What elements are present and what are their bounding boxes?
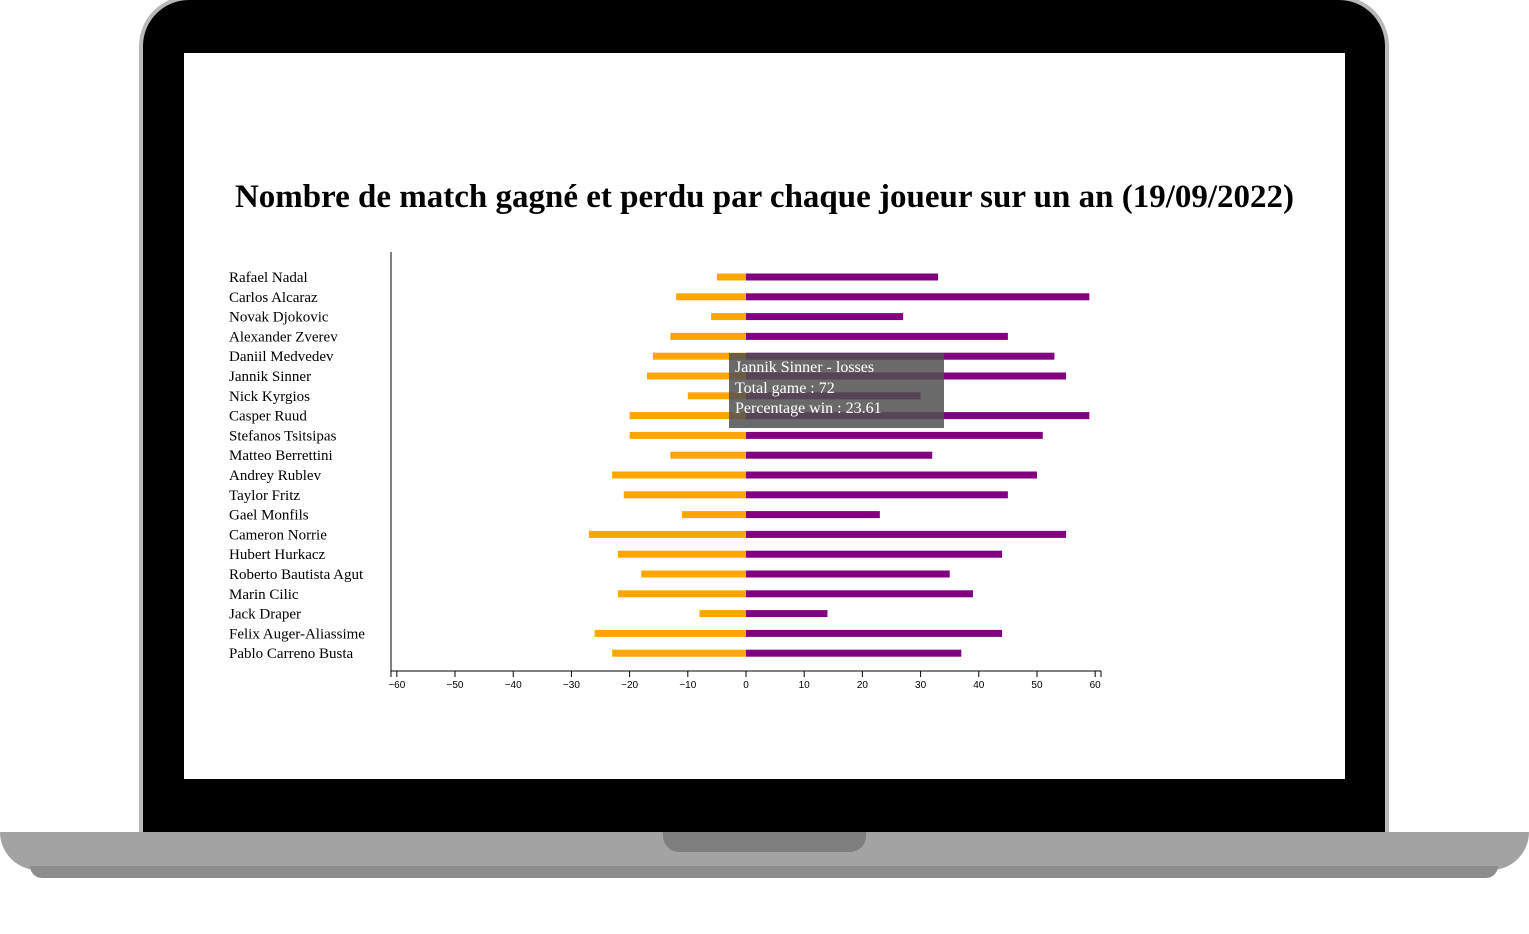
category-label: Matteo Berrettini bbox=[229, 448, 333, 464]
bar-wins bbox=[746, 550, 1003, 558]
bar-losses bbox=[670, 332, 746, 340]
x-tick-label: 30 bbox=[915, 680, 927, 691]
bar-wins bbox=[746, 590, 973, 598]
category-label: Daniil Medvedev bbox=[229, 349, 334, 365]
x-tick-label: 50 bbox=[1031, 680, 1043, 691]
tooltip-line-total: Total game : 72 bbox=[735, 379, 835, 397]
bar-losses bbox=[594, 629, 746, 637]
category-label: Novak Djokovic bbox=[229, 310, 329, 326]
bar-wins bbox=[746, 332, 1008, 340]
bar-wins bbox=[746, 649, 962, 657]
bar-wins bbox=[746, 570, 950, 578]
bar-losses bbox=[617, 550, 746, 558]
bar-wins bbox=[746, 629, 1003, 637]
bar-losses bbox=[681, 511, 746, 519]
bar-losses bbox=[652, 352, 746, 360]
laptop-base-shadow bbox=[30, 866, 1498, 878]
category-label: Nick Kyrgios bbox=[229, 389, 310, 405]
bar-chart: Rafael Nadal Carlos Alcaraz Novak Djokovic… bbox=[229, 252, 1102, 691]
x-tick-label: 40 bbox=[973, 680, 985, 691]
tooltip-line-title: Jannik Sinner - losses bbox=[735, 359, 875, 376]
x-tick-label: −20 bbox=[621, 680, 638, 691]
bar-losses bbox=[676, 293, 746, 301]
bar-wins bbox=[746, 471, 1037, 479]
bar-wins bbox=[746, 313, 904, 321]
category-label: Gael Monfils bbox=[229, 508, 309, 524]
bar-losses bbox=[612, 471, 746, 479]
category-label: Roberto Bautista Agut bbox=[229, 567, 364, 583]
x-tick-label: 20 bbox=[857, 680, 869, 691]
bar-losses bbox=[687, 392, 746, 400]
chart-title: Nombre de match gagné et perdu par chaqu… bbox=[234, 179, 1295, 215]
bar-losses bbox=[670, 451, 746, 459]
category-label: Taylor Fritz bbox=[229, 488, 300, 504]
bar-losses bbox=[647, 372, 746, 380]
bar-wins bbox=[746, 431, 1043, 439]
bar-wins bbox=[746, 451, 933, 459]
bar-losses bbox=[629, 412, 746, 420]
x-tick-label: 10 bbox=[799, 680, 811, 691]
laptop-screen: Nombre de match gagné et perdu par chaqu… bbox=[184, 53, 1345, 779]
category-label: Stefanos Tsitsipas bbox=[229, 428, 337, 444]
laptop-notch bbox=[663, 832, 866, 852]
bar-wins bbox=[746, 293, 1090, 301]
tooltip-line-percentage: Percentage win : 23.61 bbox=[735, 400, 882, 417]
category-label: Jannik Sinner bbox=[229, 369, 311, 385]
x-tick-label: 60 bbox=[1090, 680, 1102, 691]
category-label: Pablo Carreno Busta bbox=[229, 646, 353, 662]
bar-losses bbox=[716, 273, 746, 281]
category-label: Marin Cilic bbox=[229, 587, 299, 603]
x-tick-label: 0 bbox=[743, 680, 749, 691]
bar-wins bbox=[746, 511, 880, 519]
category-label: Alexander Zverev bbox=[229, 329, 338, 345]
x-tick-label: −10 bbox=[679, 680, 696, 691]
bar-losses bbox=[612, 649, 746, 657]
bar-wins bbox=[746, 273, 939, 281]
x-tick-label: −50 bbox=[447, 680, 464, 691]
bar-wins bbox=[746, 530, 1067, 538]
bar-losses bbox=[623, 491, 746, 499]
category-label: Casper Ruud bbox=[229, 409, 307, 425]
category-label: Andrey Rublev bbox=[229, 468, 322, 484]
category-label: Rafael Nadal bbox=[229, 270, 308, 286]
x-tick-label: −60 bbox=[388, 680, 405, 691]
category-label: Hubert Hurkacz bbox=[229, 547, 326, 563]
x-tick-label: −30 bbox=[563, 680, 580, 691]
category-label: Carlos Alcaraz bbox=[229, 290, 318, 306]
category-label: Felix Auger-Aliassime bbox=[229, 626, 365, 642]
bar-losses bbox=[641, 570, 746, 578]
tooltip: Jannik Sinner - losses Total game : 72 P… bbox=[729, 353, 944, 428]
category-label: Cameron Norrie bbox=[229, 527, 327, 543]
bar-wins bbox=[746, 610, 828, 618]
category-label: Jack Draper bbox=[229, 607, 301, 623]
bar-losses bbox=[617, 590, 746, 598]
x-tick-label: −40 bbox=[505, 680, 522, 691]
bar-losses bbox=[711, 313, 746, 321]
bar-losses bbox=[699, 610, 746, 618]
bar-losses bbox=[629, 431, 746, 439]
bar-losses bbox=[588, 530, 746, 538]
bar-wins bbox=[746, 491, 1008, 499]
